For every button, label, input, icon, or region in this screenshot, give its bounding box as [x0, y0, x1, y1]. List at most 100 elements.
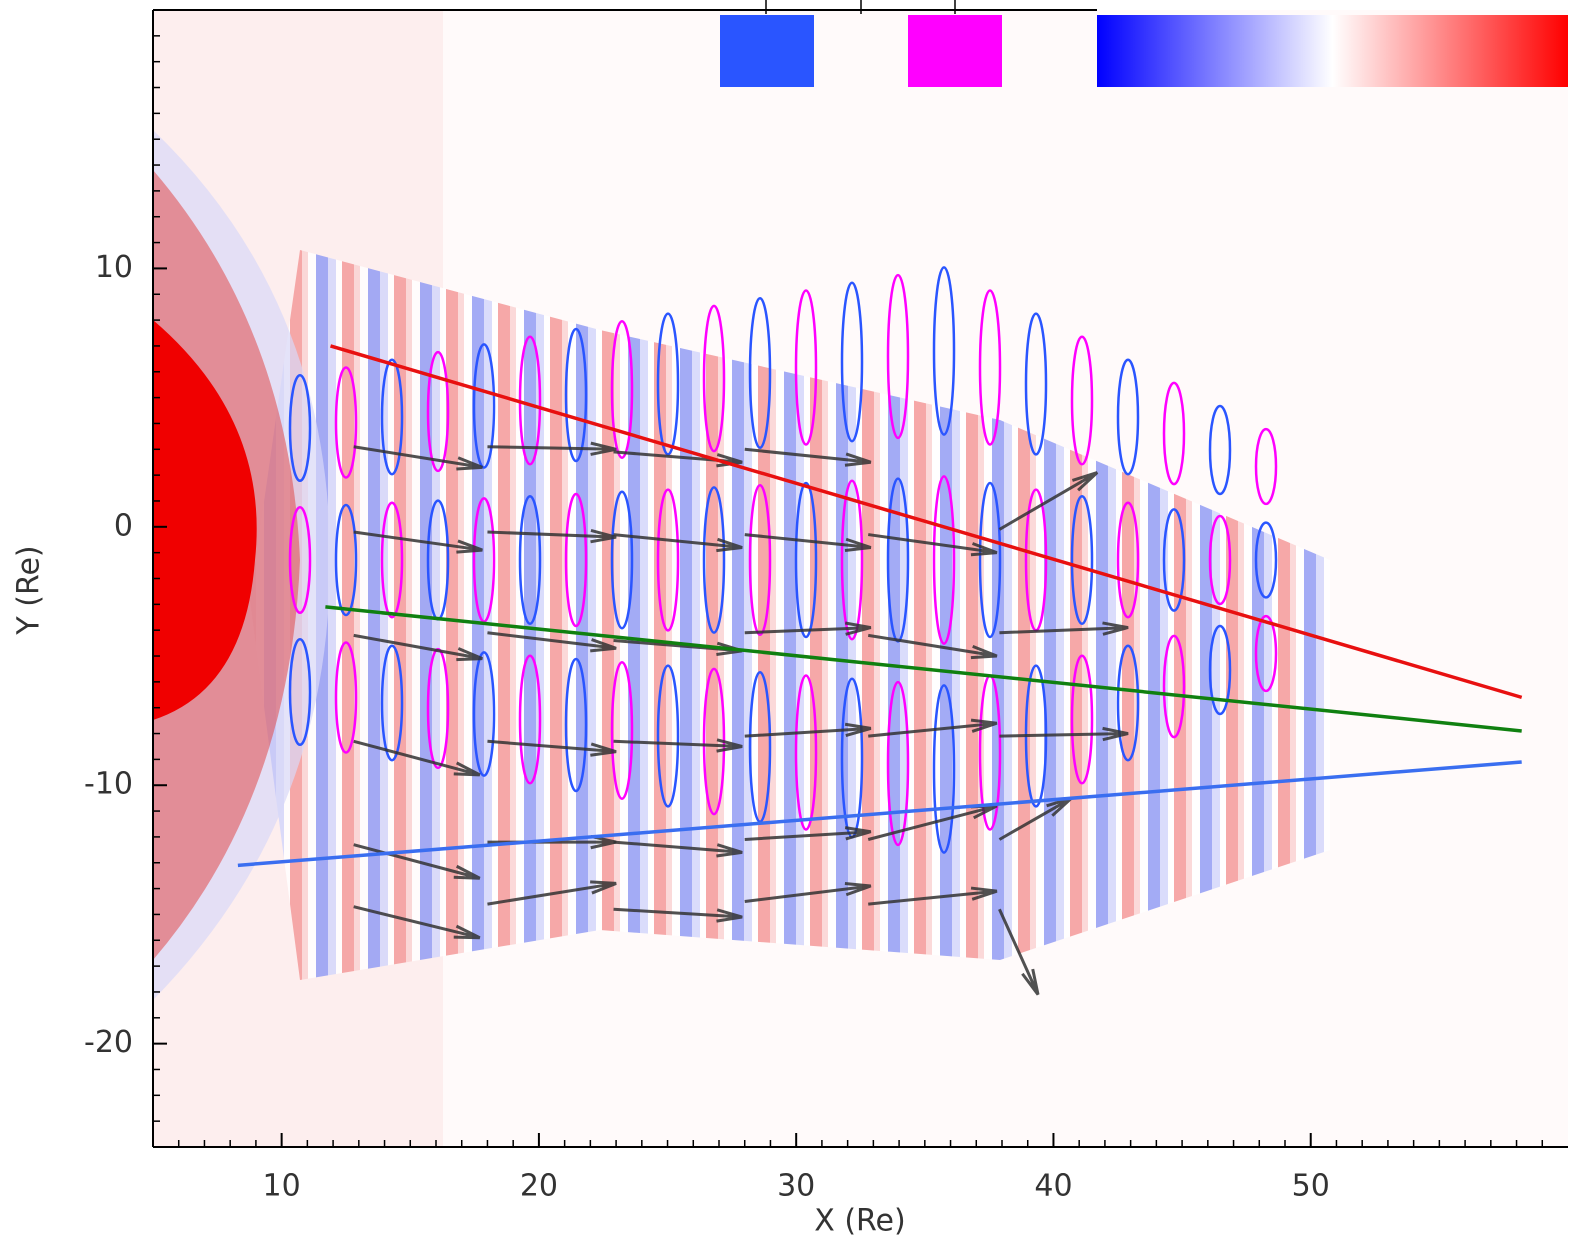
contour	[702, 486, 726, 634]
vector-arrow	[744, 881, 872, 903]
contour	[840, 479, 864, 641]
y-axis-label: Y (Re)	[12, 545, 47, 635]
x-tick-label: 10	[263, 1169, 301, 1204]
contour	[1208, 514, 1232, 606]
contour	[932, 475, 956, 645]
contour	[564, 492, 588, 628]
contour	[1116, 501, 1140, 619]
contour	[518, 654, 542, 785]
vector-arrow	[868, 718, 998, 738]
x-tick-label: 40	[1034, 1169, 1072, 1204]
contour	[426, 350, 450, 473]
contour	[1070, 494, 1094, 626]
contour	[932, 684, 956, 854]
contour	[886, 680, 910, 847]
contour	[978, 481, 1002, 639]
vector-arrow	[613, 840, 743, 858]
contour	[334, 366, 358, 479]
contour	[610, 320, 634, 459]
contour	[380, 501, 404, 619]
contour	[1070, 335, 1094, 466]
contour	[610, 490, 634, 630]
contour	[656, 312, 680, 456]
vector-arrow	[487, 880, 617, 906]
contour	[1162, 508, 1186, 612]
vector-arrow	[998, 471, 1099, 531]
contour	[288, 637, 312, 747]
contour	[794, 289, 818, 446]
contour	[1208, 624, 1232, 716]
y-tick-label: -10	[84, 767, 133, 802]
vector-arrow	[868, 533, 998, 557]
contour	[1024, 312, 1048, 456]
vector-arrow	[867, 633, 998, 660]
contour	[288, 373, 312, 483]
colorbar	[1097, 15, 1568, 87]
contour	[794, 481, 818, 639]
contour	[518, 494, 542, 626]
vector-arrow	[999, 726, 1129, 742]
legend-swatch	[720, 15, 814, 87]
vector-arrow	[998, 908, 1040, 996]
x-axis-label: X (Re)	[814, 1204, 905, 1239]
contour	[380, 644, 404, 762]
contour	[932, 266, 956, 436]
contour	[1254, 427, 1278, 506]
contour	[748, 296, 772, 450]
vector-arrow	[613, 907, 743, 923]
vector-arrow	[353, 843, 481, 880]
contour	[564, 327, 588, 463]
contour	[472, 497, 496, 623]
contour	[1254, 521, 1278, 599]
contour	[610, 661, 634, 800]
contour	[288, 505, 312, 615]
field-background	[153, 10, 1568, 1147]
contour	[1162, 381, 1186, 486]
vector-arrow	[353, 739, 481, 777]
x-tick-label: 20	[520, 1169, 558, 1204]
x-tick-label: 30	[777, 1169, 815, 1204]
vector-arrow	[744, 533, 872, 553]
x-tick-label: 50	[1292, 1169, 1330, 1204]
vector-arrow	[353, 905, 481, 940]
contour	[380, 358, 404, 476]
contour	[702, 304, 726, 453]
vector-arrow	[613, 738, 743, 753]
vector-arrow	[744, 621, 872, 636]
contour	[1116, 358, 1140, 476]
contour	[1162, 634, 1186, 739]
vector-arrow	[744, 722, 872, 738]
vector-arrow	[999, 621, 1129, 636]
trace-line	[325, 605, 1522, 733]
contour	[564, 657, 588, 793]
contour	[472, 651, 496, 777]
contour	[978, 289, 1002, 446]
vector-arrow	[744, 447, 872, 467]
y-tick-label: 10	[95, 250, 133, 285]
contour	[334, 503, 358, 617]
contour	[656, 488, 680, 632]
contour	[748, 483, 772, 637]
vector-arrow	[353, 445, 483, 471]
contour	[1116, 644, 1140, 762]
vector-arrow	[487, 739, 617, 757]
vector-arrow	[868, 886, 998, 906]
legend-swatch	[908, 15, 1002, 87]
vector-arrow	[487, 631, 617, 653]
vector-arrow	[353, 530, 483, 554]
vector-arrow	[744, 826, 872, 841]
contour	[1070, 654, 1094, 785]
contour	[472, 343, 496, 469]
contour	[794, 674, 818, 831]
contour	[656, 664, 680, 808]
contour	[840, 281, 864, 443]
contour	[1208, 404, 1232, 496]
vector-arrow	[487, 529, 617, 544]
vector-arrow	[487, 441, 617, 456]
vector-arrow	[613, 533, 743, 553]
vector-arrow	[353, 633, 483, 662]
y-tick-label: 0	[114, 508, 133, 543]
trace-line	[237, 760, 1522, 868]
contour	[334, 641, 358, 754]
